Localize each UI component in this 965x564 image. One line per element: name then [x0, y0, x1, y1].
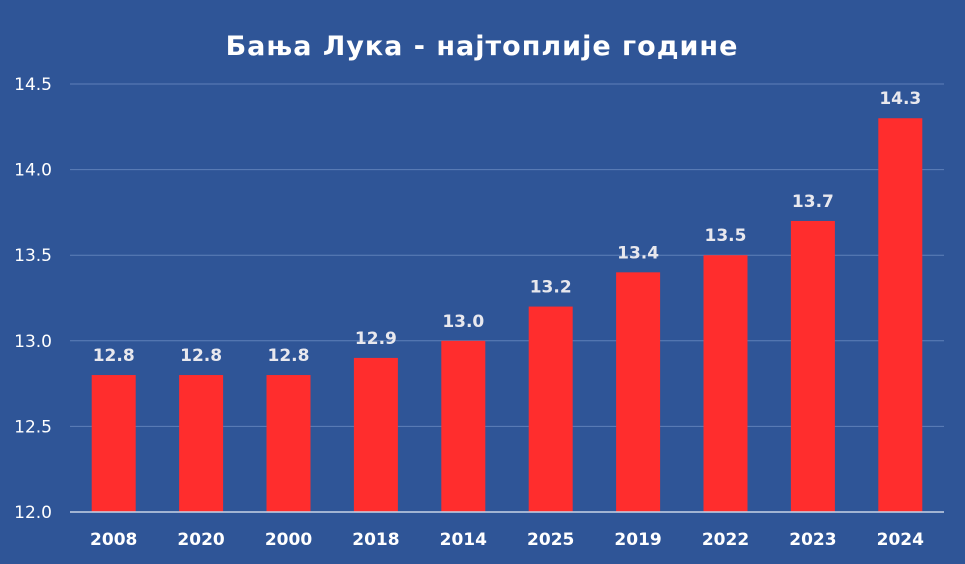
y-tick-label: 12.5 — [14, 417, 52, 437]
x-tick-label: 2014 — [440, 530, 487, 550]
x-tick-label: 2024 — [877, 530, 924, 550]
bar — [703, 255, 748, 512]
data-label: 12.9 — [355, 329, 397, 349]
bar — [878, 118, 923, 513]
x-tick-label: 2025 — [527, 530, 574, 550]
bar — [179, 375, 224, 512]
y-axis-ticks: 12.0 12.5 13.0 13.5 14.0 14.5 — [14, 75, 52, 523]
y-tick-label: 13.5 — [14, 246, 52, 266]
x-axis-ticks: 2008 2020 2000 2018 2014 2025 2019 2022 2023 2024 — [90, 530, 924, 550]
x-tick-label: 2008 — [90, 530, 137, 550]
y-tick-label: 14.0 — [14, 161, 52, 181]
data-label: 12.8 — [93, 346, 135, 366]
x-tick-label: 2019 — [614, 530, 661, 550]
bar — [528, 306, 573, 512]
x-tick-label: 2018 — [352, 530, 399, 550]
data-label: 13.0 — [442, 312, 484, 332]
chart-title: Бања Лука - најтоплије године — [226, 31, 739, 62]
bar — [790, 220, 835, 512]
x-tick-label: 2000 — [265, 530, 312, 550]
bar — [441, 340, 486, 512]
bars — [91, 118, 923, 513]
data-label: 14.3 — [879, 89, 921, 109]
x-tick-label: 2020 — [177, 530, 224, 550]
data-label: 12.8 — [180, 346, 222, 366]
data-labels: 12.8 12.8 12.8 12.9 13.0 13.2 13.4 13.5 13.7 14.3 — [93, 89, 922, 366]
x-tick-label: 2023 — [789, 530, 836, 550]
bar — [353, 357, 398, 512]
data-label: 13.7 — [792, 192, 834, 212]
bar — [266, 375, 311, 512]
y-tick-label: 14.5 — [14, 75, 52, 95]
data-label: 13.5 — [705, 226, 747, 246]
x-tick-label: 2022 — [702, 530, 749, 550]
y-tick-label: 12.0 — [14, 503, 52, 523]
y-tick-label: 13.0 — [14, 332, 52, 352]
bar — [616, 272, 661, 512]
data-label: 13.4 — [617, 243, 659, 263]
bar — [91, 375, 136, 512]
data-label: 13.2 — [530, 278, 572, 298]
data-label: 12.8 — [268, 346, 310, 366]
